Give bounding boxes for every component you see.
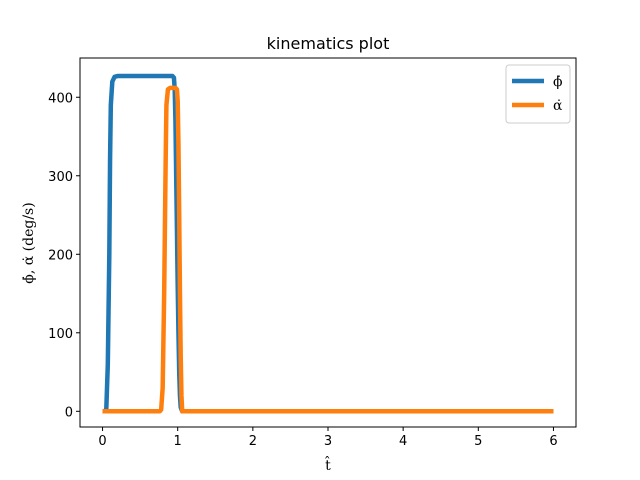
plot-area <box>102 73 554 414</box>
x-tick-label: 3 <box>324 434 332 449</box>
x-tick-label: 4 <box>399 434 407 449</box>
y-tick-label: 400 <box>48 91 73 106</box>
x-tick-label: 0 <box>98 434 106 449</box>
legend: ϕ̇ α̇ <box>505 64 571 124</box>
x-axis-label: t̂ <box>325 455 331 474</box>
axes: 0 1 2 3 4 5 6 0 100 200 300 400 <box>48 57 577 449</box>
x-tick-label: 5 <box>474 434 482 449</box>
y-axis-label: ϕ̇, α̇ (deg/s) <box>21 202 37 283</box>
x-tick-label: 1 <box>174 434 182 449</box>
y-tick-label: 0 <box>65 405 73 420</box>
y-tick-label: 200 <box>48 248 73 263</box>
series-line-phi-dot <box>102 73 554 414</box>
y-tick-label: 100 <box>48 327 73 342</box>
x-tick-label: 6 <box>549 434 557 449</box>
axes-frame <box>79 57 577 428</box>
chart-title: kinematics plot <box>267 34 390 53</box>
series-line-alpha-dot <box>102 85 554 414</box>
y-tick-label: 300 <box>48 170 73 185</box>
legend-label-phi-dot: ϕ̇ <box>553 74 563 90</box>
x-tick-label: 2 <box>249 434 257 449</box>
legend-label-alpha-dot: α̇ <box>553 98 563 114</box>
